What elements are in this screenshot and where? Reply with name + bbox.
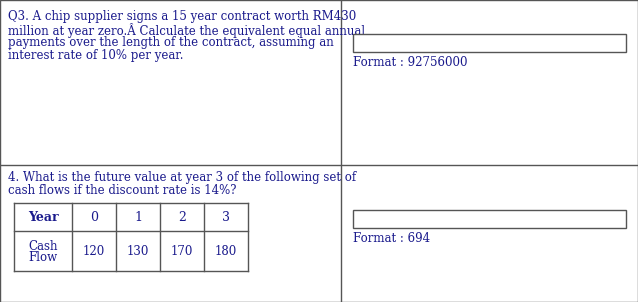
Text: Cash: Cash [28,239,58,252]
Text: 130: 130 [127,245,149,258]
Bar [353,210,626,228]
Bar [353,34,626,52]
Text: 4. What is the future value at year 3 of the following set of: 4. What is the future value at year 3 of… [8,171,356,184]
Text: Year: Year [27,210,58,223]
Text: interest rate of 10% per year.: interest rate of 10% per year. [8,49,184,62]
Text: Q3. A chip supplier signs a 15 year contract worth RM430: Q3. A chip supplier signs a 15 year cont… [8,10,356,23]
Text: Format : 92756000: Format : 92756000 [353,56,468,69]
Text: Flow: Flow [29,251,57,264]
Text: 180: 180 [215,245,237,258]
Text: 2: 2 [178,210,186,223]
Text: 3: 3 [222,210,230,223]
Text: Format : 694: Format : 694 [353,232,431,245]
Text: 120: 120 [83,245,105,258]
Text: payments over the length of the contract, assuming an: payments over the length of the contract… [8,36,334,49]
Text: cash flows if the discount rate is 14%?: cash flows if the discount rate is 14%? [8,184,237,197]
Text: 1: 1 [134,210,142,223]
Text: 0: 0 [90,210,98,223]
Text: million at year zero.Â Calculate the equivalent equal annual: million at year zero.Â Calculate the equ… [8,23,365,38]
Text: 170: 170 [171,245,193,258]
